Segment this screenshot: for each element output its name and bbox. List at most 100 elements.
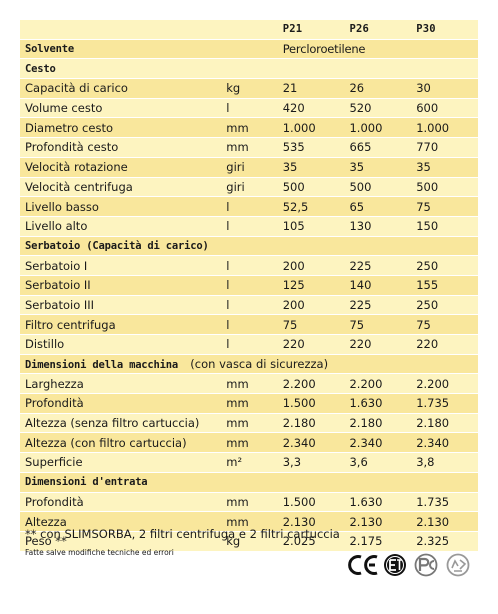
spec-row: Velocità rotazione giri 35 35 35 [20, 157, 478, 178]
spec-label: Capacità di carico [20, 78, 222, 99]
spec-value: 1.500 [277, 492, 345, 513]
spec-label: Serbatoio I [20, 255, 222, 276]
spec-value: 75 [277, 314, 345, 335]
spec-row: Filtro centrifuga l 75 75 75 [20, 314, 478, 335]
solvent-row: Solvente Percloroetilene [20, 39, 478, 60]
spec-unit: l [221, 334, 278, 355]
spec-unit: l [221, 295, 278, 316]
spec-unit: mm [221, 137, 278, 158]
spec-value: 1.735 [411, 492, 478, 513]
etl-listed-mark-icon [384, 554, 406, 576]
spec-row: Profondità cesto mm 535 665 770 [20, 137, 478, 158]
spec-unit: l [221, 98, 278, 119]
section-title-text: Dimensioni d'entrata [25, 476, 148, 489]
spec-label: Livello alto [20, 216, 222, 237]
header-row: P21 P26 P30 [20, 20, 478, 40]
spec-label: Volume cesto [20, 98, 222, 119]
solvent-unit-empty [221, 39, 278, 60]
spec-table: P21 P26 P30 Solvente Percloroetilene Cesto Cap… [20, 20, 478, 552]
spec-label: Altezza [20, 511, 222, 532]
spec-value: 52,5 [277, 196, 345, 217]
spec-unit: mm [221, 432, 278, 454]
spec-row: Altezza (con filtro cartuccia) mm 2.340 2.3… [20, 432, 478, 454]
spec-value: 2.025 [277, 531, 345, 552]
spec-value: 220 [277, 334, 345, 355]
spec-value: 2.200 [277, 373, 345, 395]
spec-row: Volume cesto l 420 520 600 [20, 98, 478, 119]
spec-table-body: P21 P26 P30 Solvente Percloroetilene Cesto Cap… [20, 20, 478, 552]
spec-value: 2.180 [344, 413, 412, 434]
spec-row: Peso ** kg 2.025 2.175 2.325 [20, 531, 478, 552]
spec-value: 220 [344, 334, 412, 355]
model-header: P21 [277, 20, 345, 40]
spec-label: Altezza (con filtro cartuccia) [20, 432, 222, 454]
spec-value: 130 [344, 216, 412, 237]
spec-value: 35 [411, 157, 478, 178]
spec-unit: l [221, 255, 278, 276]
spec-row: Serbatoio III l 200 225 250 [20, 295, 478, 316]
spec-value: 225 [344, 255, 412, 276]
spec-value: 35 [277, 157, 345, 178]
spec-value: 200 [277, 295, 345, 316]
spec-value: 3,8 [411, 452, 478, 473]
spec-label: Profondità [20, 393, 222, 414]
spec-value: 250 [411, 295, 478, 316]
section-title: Serbatoio (Capacità di carico) [20, 236, 478, 257]
spec-unit: l [221, 275, 278, 296]
section-title: Dimensioni della macchina (con vasca di … [20, 354, 478, 375]
footnote: ** con SLIMSORBA, 2 filtri centrifuga e … [25, 527, 340, 541]
spec-value: 1.000 [277, 117, 345, 139]
recycling-mark-icon [446, 553, 470, 577]
section-header-row: Dimensioni d'entrata [20, 472, 478, 493]
solvent-value: Percloroetilene [277, 39, 478, 60]
spec-label: Velocità rotazione [20, 157, 222, 178]
spec-label: Profondità [20, 492, 222, 513]
spec-value: 26 [344, 78, 412, 99]
spec-label: Larghezza [20, 373, 222, 395]
spec-label: Peso ** [20, 531, 222, 552]
spec-label: Diametro cesto [20, 117, 222, 139]
spec-value: 520 [344, 98, 412, 119]
spec-row: Altezza (senza filtro cartuccia) mm 2.180 2… [20, 413, 478, 434]
spec-value: 500 [277, 177, 345, 198]
spec-unit: giri [221, 177, 278, 198]
spec-unit: giri [221, 157, 278, 178]
spec-unit: mm [221, 492, 278, 513]
spec-value: 105 [277, 216, 345, 237]
spec-value: 2.130 [344, 511, 412, 532]
spec-label: Altezza (senza filtro cartuccia) [20, 413, 222, 434]
spec-value: 2.340 [344, 432, 412, 454]
spec-value: 420 [277, 98, 345, 119]
spec-label: Superficie [20, 452, 222, 473]
section-header-row: Dimensioni della macchina (con vasca di … [20, 354, 478, 375]
solvent-label: Solvente [20, 39, 222, 60]
model-header: P30 [411, 20, 478, 40]
spec-value: 2.130 [277, 511, 345, 532]
spec-value: 2.340 [411, 432, 478, 454]
spec-row: Superficie m² 3,3 3,6 3,8 [20, 452, 478, 473]
section-title-text: Cesto [25, 62, 56, 75]
spec-value: 2.175 [344, 531, 412, 552]
section-header-row: Cesto [20, 58, 478, 80]
spec-value: 150 [411, 216, 478, 237]
spec-value: 1.000 [344, 117, 412, 139]
spec-label: Serbatoio III [20, 295, 222, 316]
spec-value: 1.735 [411, 393, 478, 414]
spec-value: 35 [344, 157, 412, 178]
spec-unit: l [221, 196, 278, 217]
spec-label: Velocità centrifuga [20, 177, 222, 198]
spec-value: 1.630 [344, 492, 412, 513]
spec-row: Profondità mm 1.500 1.630 1.735 [20, 492, 478, 513]
spec-value: 500 [411, 177, 478, 198]
spec-value: 21 [277, 78, 345, 99]
spec-row: Velocità centrifuga giri 500 500 500 [20, 177, 478, 198]
spec-value: 1.000 [411, 117, 478, 139]
spec-row: Diametro cesto mm 1.000 1.000 1.000 [20, 117, 478, 139]
spec-value: 770 [411, 137, 478, 158]
spec-value: 2.200 [411, 373, 478, 395]
ce-mark-icon [348, 555, 378, 575]
spec-value: 2.340 [277, 432, 345, 454]
section-note: (con vasca di sicurezza) [190, 357, 329, 372]
spec-row: Distillo l 220 220 220 [20, 334, 478, 355]
